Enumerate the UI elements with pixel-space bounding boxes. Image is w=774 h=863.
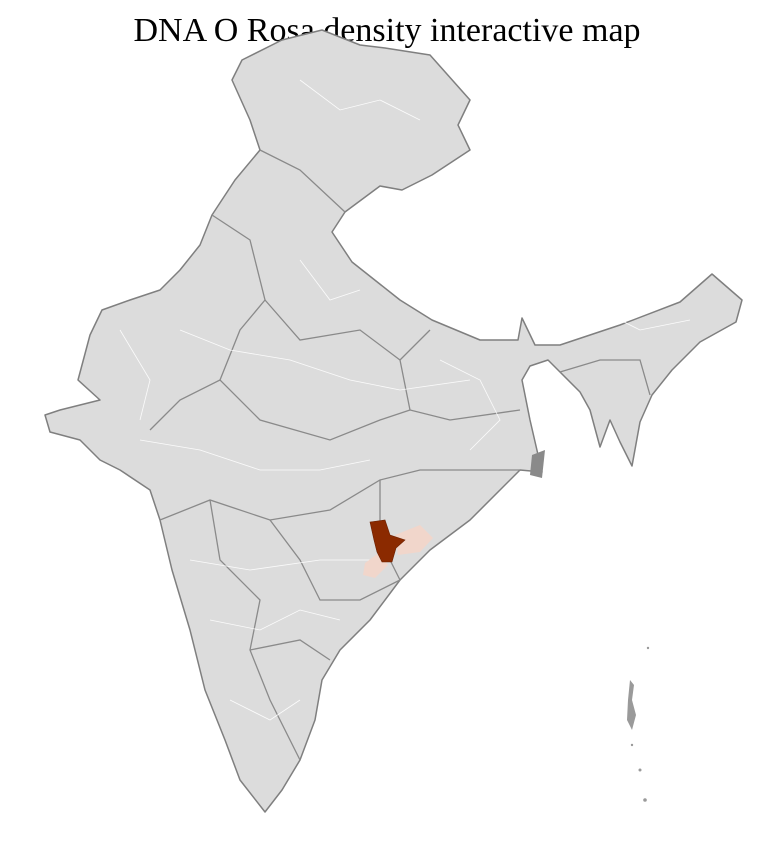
state-borders (149, 149, 651, 761)
district-high-density[interactable] (369, 519, 406, 563)
andaman-islands (627, 646, 650, 802)
india-outline (44, 29, 743, 813)
district-lines (119, 79, 691, 721)
map-title: DNA O Rosa density interactive map (133, 12, 641, 49)
district-low-density[interactable] (363, 525, 433, 578)
sundarbans-coast (530, 450, 545, 478)
